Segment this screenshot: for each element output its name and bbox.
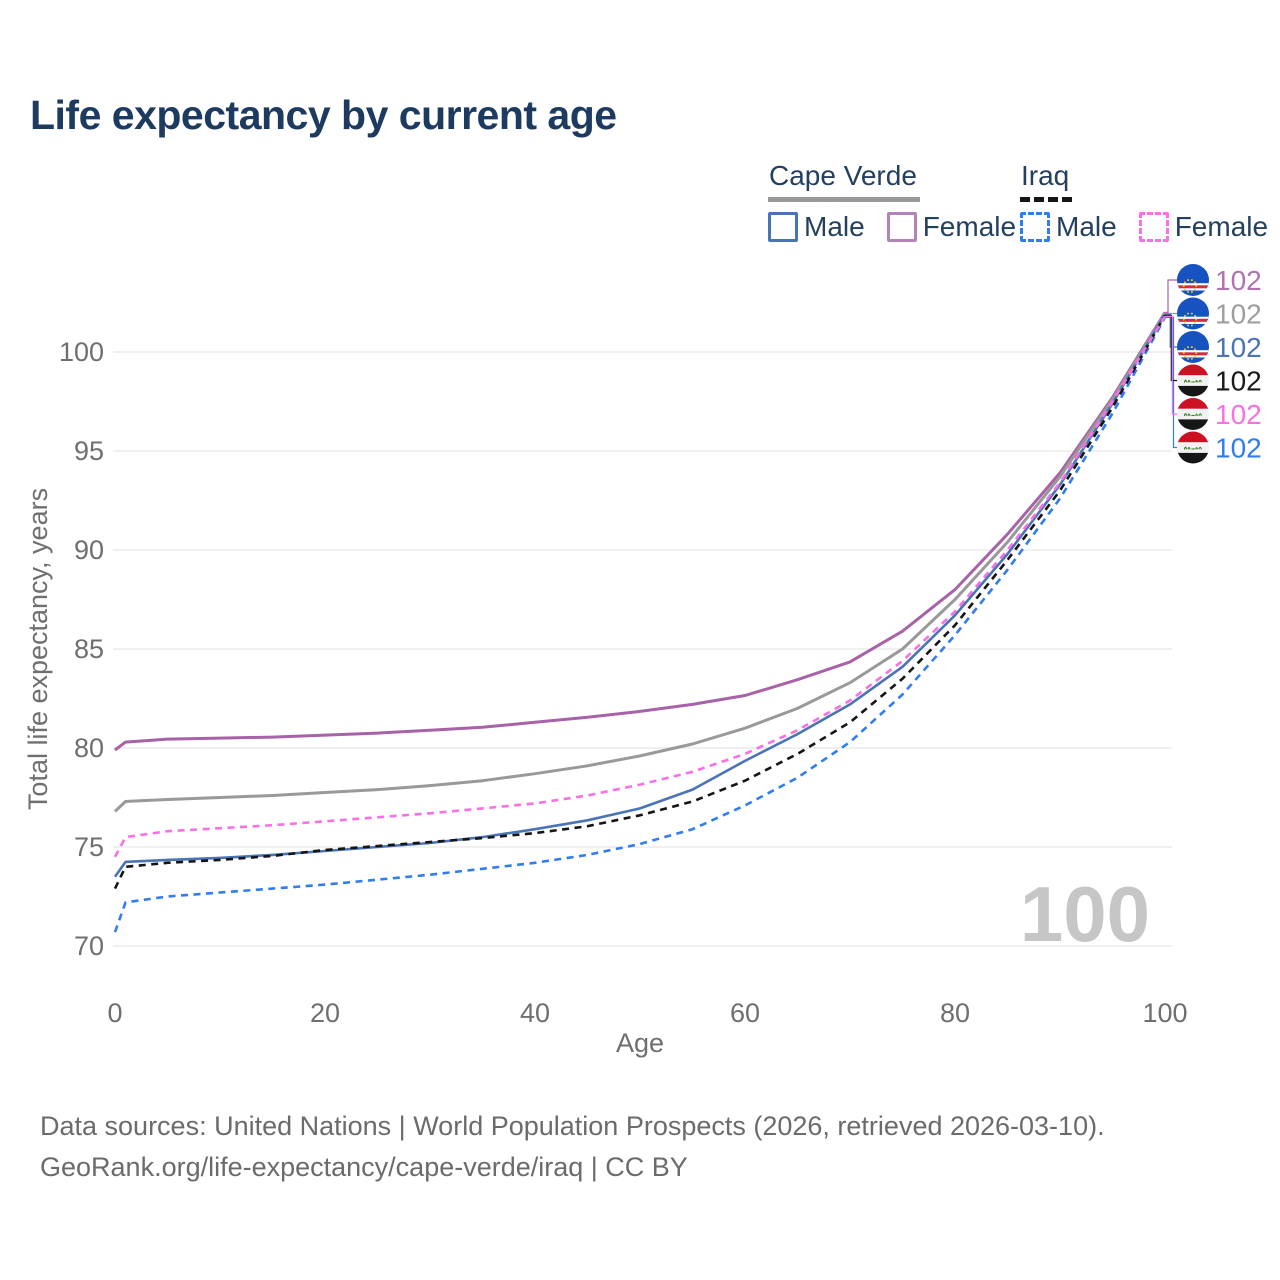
page-title: Life expectancy by current age	[30, 92, 617, 138]
flag-icon-cape-verde	[1177, 331, 1209, 363]
leader-line-iraq-female	[1165, 315, 1177, 415]
series-line-cape-verde-female	[114, 311, 1167, 752]
watermark-layer: 100	[1020, 870, 1150, 958]
legend-group-iraq: Iraq Male Female	[1020, 160, 1268, 243]
y-tick-label-100: 100	[59, 337, 104, 367]
flag-icon-iraq	[1177, 398, 1209, 430]
legend-country-iraq: Iraq	[1020, 160, 1073, 202]
grid-layer	[113, 351, 1172, 947]
end-value-label-iraq-male: 102	[1215, 433, 1262, 464]
footer-attribution: GeoRank.org/life-expectancy/cape-verde/i…	[40, 1152, 688, 1182]
legend-item-cape-verde-male[interactable]: Male	[768, 211, 865, 243]
legend-items-cape-verde: Male Female	[768, 211, 1016, 243]
x-axis-title: Age	[616, 1028, 664, 1058]
legend-group-cape-verde: Cape Verde Male Female	[768, 160, 1016, 243]
legend-country-cape-verde: Cape Verde	[768, 160, 920, 202]
y-tick-label-80: 80	[74, 733, 104, 763]
checkbox-iraq-female[interactable]	[1138, 212, 1169, 242]
y-tick-label-70: 70	[74, 931, 104, 961]
end-value-label-cape-verde-both-sexes: 102	[1215, 299, 1262, 330]
axis-layer: 70 75 80 85 90 95 100 0 20 40 60 80 100 Age Total life…	[23, 337, 1188, 1058]
legend-label-iraq-male: Male	[1056, 211, 1117, 242]
end-value-label-iraq-both-sexes: 102	[1215, 366, 1262, 397]
footer-data-sources: Data sources: United Nations | World Pop…	[40, 1111, 1105, 1141]
checkbox-cape-verde-female[interactable]	[886, 212, 917, 242]
series-line-iraq-male	[113, 316, 1167, 933]
x-tick-label-20: 20	[310, 998, 340, 1028]
legend-label-cape-verde-male: Male	[804, 211, 865, 242]
leader-line-cape-verde-female	[1165, 279, 1177, 313]
checkbox-iraq-male[interactable]	[1020, 212, 1050, 242]
legend-label-iraq-female: Female	[1174, 211, 1269, 242]
series-layer	[113, 311, 1167, 933]
y-tick-label-85: 85	[74, 634, 104, 664]
series-line-cape-verde-male	[113, 313, 1167, 878]
end-value-label-cape-verde-female: 102	[1215, 265, 1262, 296]
legend-item-cape-verde-female[interactable]: Female	[886, 211, 1017, 243]
footer: Data sources: United Nations | World Pop…	[40, 1106, 1105, 1188]
y-axis-title: Total life expectancy, years	[23, 488, 53, 810]
x-tick-label-0: 0	[107, 998, 122, 1028]
checkbox-cape-verde-male[interactable]	[768, 212, 798, 242]
flag-icon-iraq	[1177, 431, 1209, 464]
age-watermark: 100	[1020, 870, 1150, 958]
x-tick-label-40: 40	[520, 998, 550, 1028]
y-tick-label-95: 95	[74, 436, 104, 466]
legend-item-iraq-male[interactable]: Male	[1020, 211, 1117, 243]
end-value-label-cape-verde-male: 102	[1215, 332, 1262, 363]
flag-icon-cape-verde	[1177, 297, 1209, 330]
flag-icon-iraq	[1177, 364, 1209, 397]
y-tick-label-75: 75	[74, 832, 104, 862]
series-line-iraq-both-sexes	[113, 314, 1167, 890]
y-tick-label-90: 90	[74, 535, 104, 565]
series-line-iraq-female	[113, 315, 1167, 858]
x-tick-label-100: 100	[1142, 998, 1187, 1028]
series-line-cape-verde-both-sexes	[113, 312, 1167, 813]
legend-item-iraq-female[interactable]: Female	[1138, 211, 1269, 243]
legend-label-cape-verde-female: Female	[922, 211, 1017, 242]
x-tick-label-60: 60	[730, 998, 760, 1028]
legend-items-iraq: Male Female	[1020, 211, 1268, 243]
leader-line-iraq-male	[1165, 316, 1177, 449]
x-tick-label-80: 80	[940, 998, 970, 1028]
leader-line-iraq-both-sexes	[1165, 314, 1177, 382]
flag-icon-cape-verde	[1177, 264, 1209, 296]
end-value-label-iraq-female: 102	[1215, 399, 1262, 430]
